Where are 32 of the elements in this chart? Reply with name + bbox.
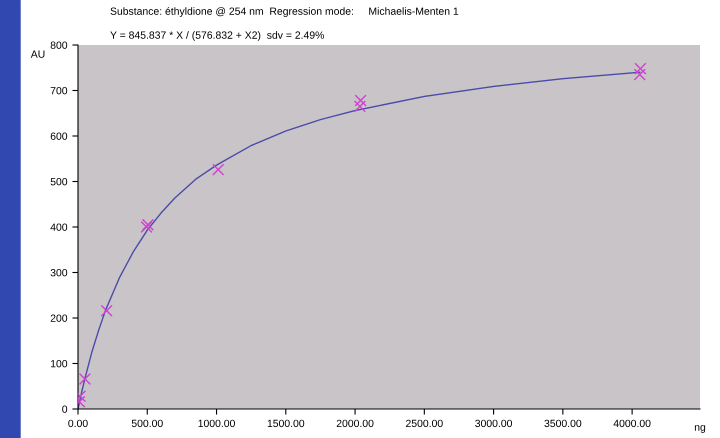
y-tick-label: 300 (50, 269, 68, 276)
x-tick-label: 4000.00 (614, 420, 651, 428)
chart-subtitle: Y = 845.837 * X / (576.832 + X2) sdv = 2.49% (110, 31, 324, 41)
point (78, 372, 91, 386)
y-tick-label: 200 (50, 314, 68, 322)
point (142, 218, 154, 231)
x-tick-label: 3000.00 (475, 420, 512, 428)
x-tick-label: 0.00 (68, 420, 88, 428)
point (140, 220, 153, 234)
x-tick-label: 2000.00 (336, 420, 374, 428)
y-tick-label: 400 (50, 224, 68, 231)
point (100, 304, 113, 317)
point (634, 62, 647, 75)
point (354, 100, 366, 112)
point (634, 68, 646, 81)
y-tick-label: 100 (51, 360, 68, 368)
x-tick-label: 3500.00 (544, 420, 582, 428)
x-axis-title: ng (694, 425, 706, 433)
x-tick-label: 500.00 (132, 420, 163, 428)
point (212, 164, 224, 176)
x-tick-label: 1500.00 (268, 420, 304, 428)
x-tick-label: 2500.00 (406, 420, 443, 428)
y-axis-title: AU (30, 50, 44, 58)
y-tick-label: 500 (50, 178, 68, 186)
chart-title: Substance: éthyldione @ 254 nm Regression mode: Michaelis-Menten 1 (110, 7, 458, 17)
y-tick-label: 700 (50, 87, 68, 94)
point (354, 94, 367, 107)
x-tick-label: 1000.00 (198, 420, 235, 428)
y-tick-label: 600 (50, 132, 68, 140)
line-series (78, 72, 640, 409)
y-tick-label: 0 (62, 406, 68, 413)
y-tick-label: 800 (50, 42, 68, 49)
